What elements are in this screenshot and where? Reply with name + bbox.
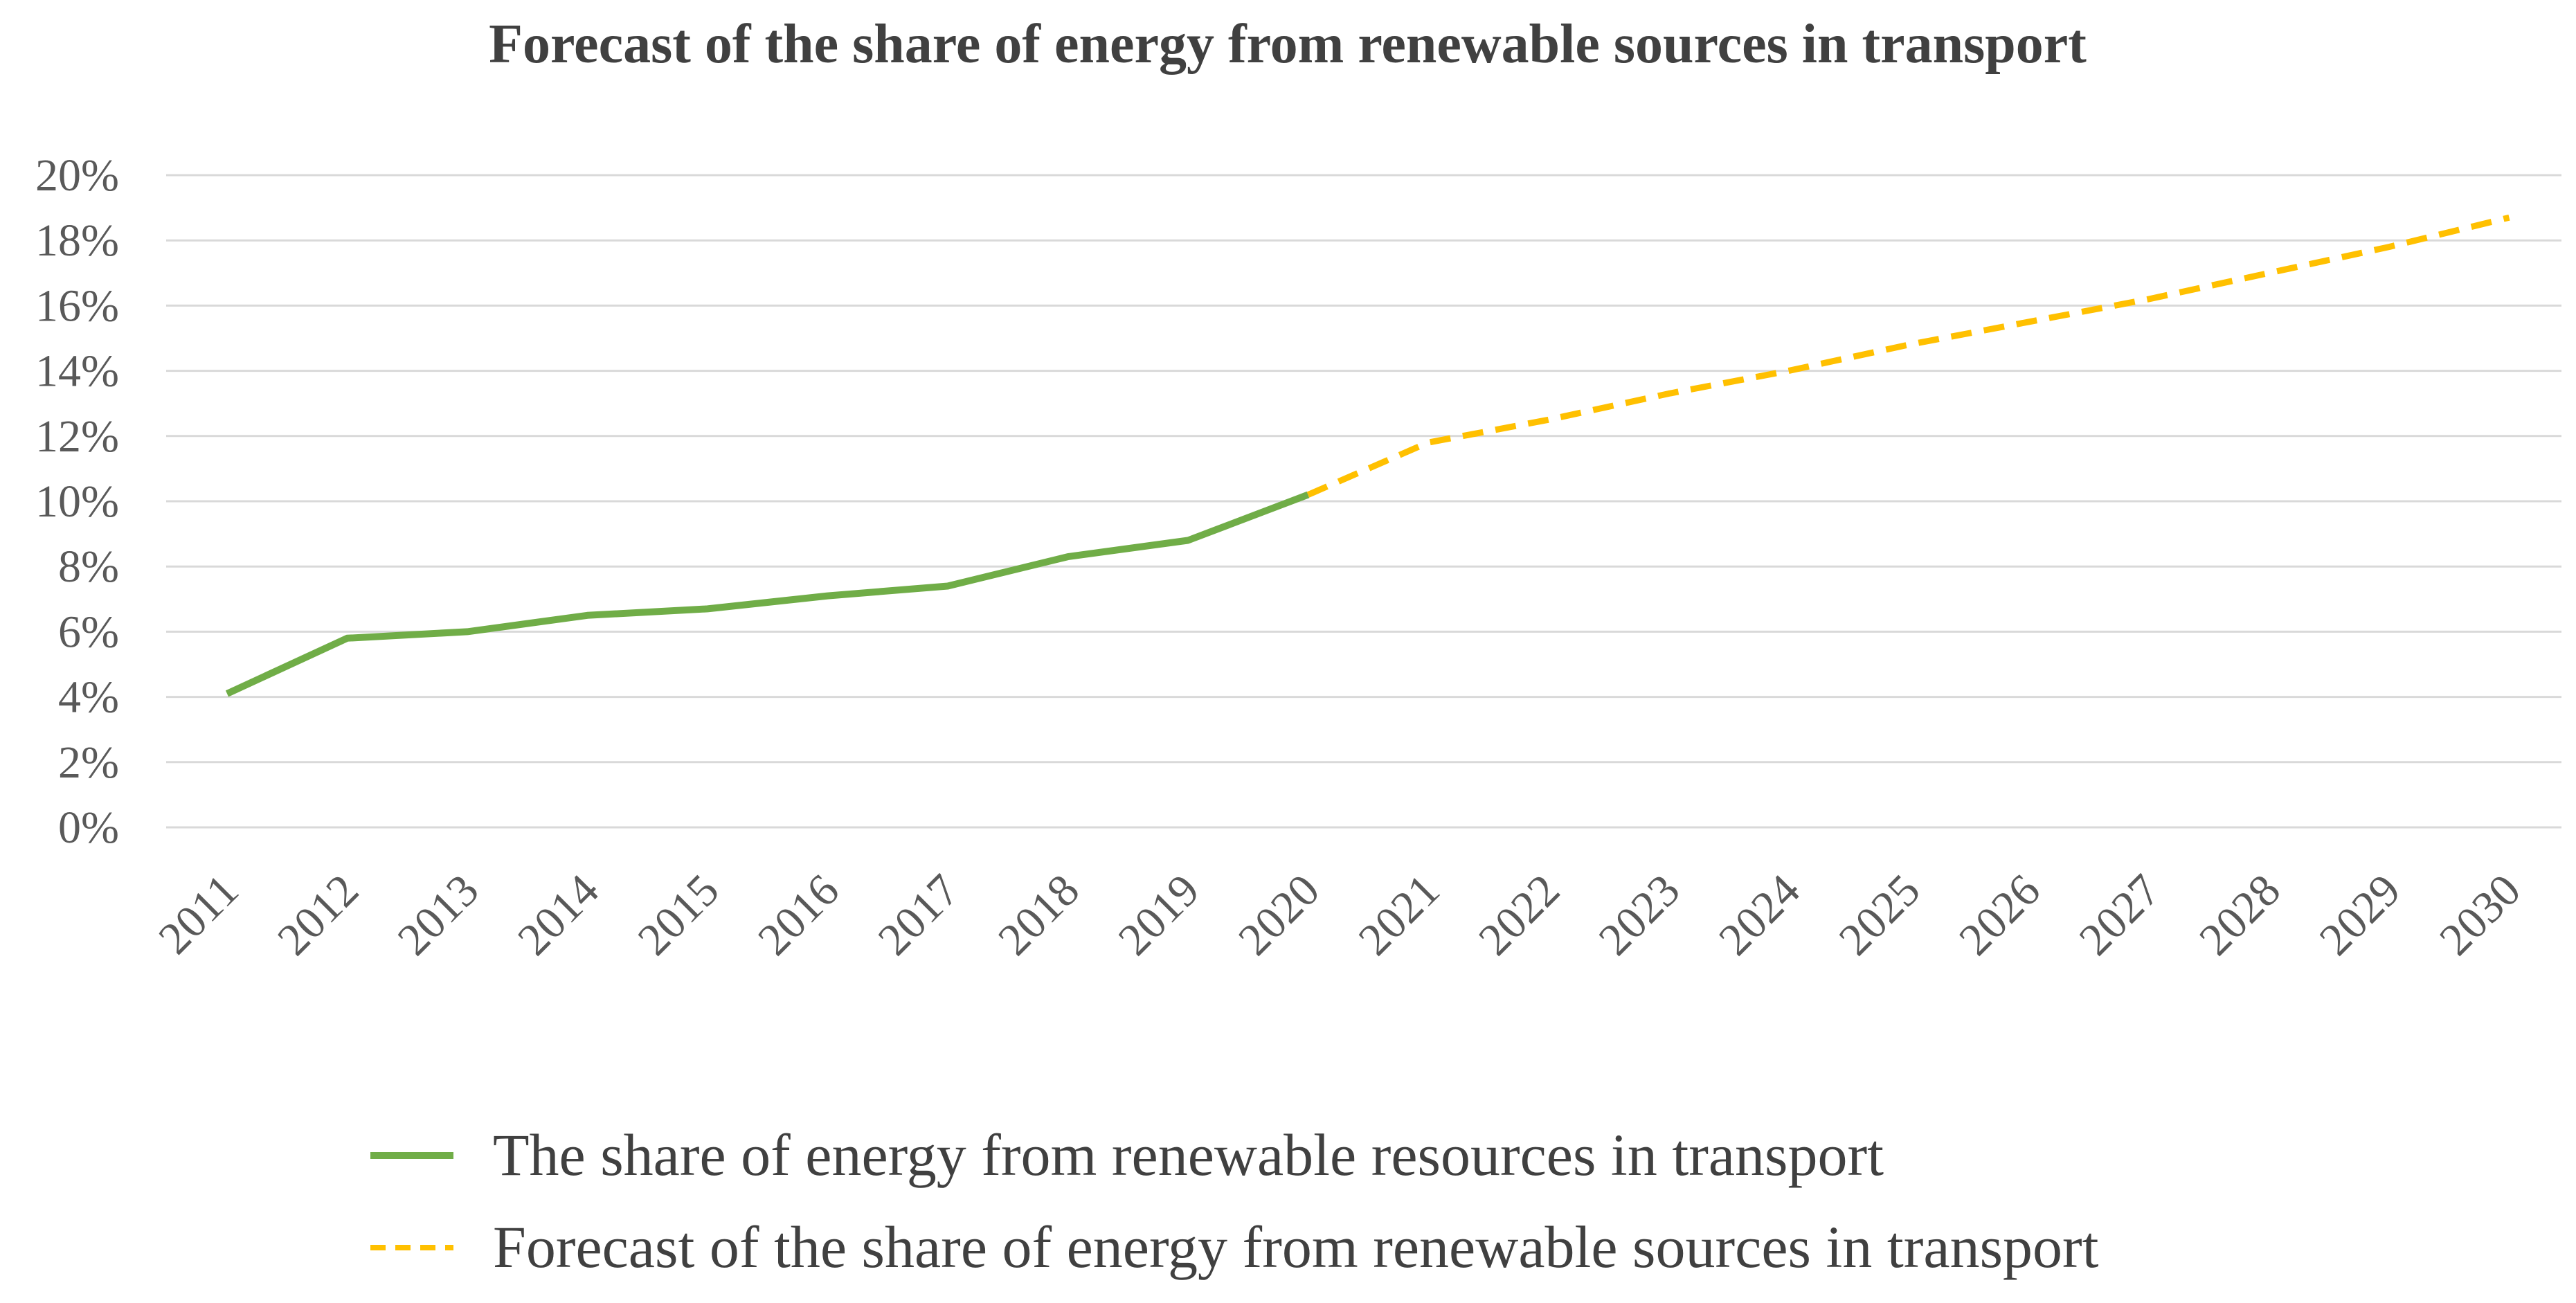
y-tick-label: 8% (58, 541, 119, 592)
y-tick-label: 12% (35, 411, 119, 462)
x-tick-label: 2014 (508, 865, 609, 965)
x-tick-label: 2026 (1949, 865, 2050, 965)
x-tick-label: 2019 (1109, 865, 1209, 965)
y-tick-label: 10% (35, 476, 119, 527)
x-tick-label: 2011 (149, 865, 248, 964)
y-axis-tick-labels: 0% 2% 4% 6% 8% 10% 12% 14% 16% 18% 20% (35, 150, 119, 853)
x-tick-label: 2021 (1349, 865, 1450, 965)
x-tick-label: 2022 (1469, 865, 1569, 965)
x-tick-label: 2023 (1589, 865, 1690, 965)
y-tick-label: 16% (35, 280, 119, 331)
actual-series-line (225, 491, 1310, 697)
y-tick-label: 18% (35, 215, 119, 266)
grid-lines (166, 174, 2561, 829)
legend-label: The share of energy from renewable resou… (493, 1122, 1884, 1188)
x-tick-label: 2016 (748, 865, 849, 965)
x-tick-label: 2027 (2070, 865, 2170, 965)
x-tick-label: 2025 (1830, 865, 1930, 965)
series-lines (225, 214, 2510, 697)
x-axis-tick-labels: 2011 2012 2013 2014 2015 2016 2017 2018 2019 2020… (149, 865, 2530, 965)
chart-title: Forecast of the share of energy from ren… (489, 14, 2087, 75)
x-tick-label: 2029 (2310, 865, 2411, 965)
x-tick-label: 2017 (869, 865, 969, 965)
y-tick-label: 14% (35, 346, 119, 397)
y-tick-label: 6% (58, 606, 119, 657)
x-tick-label: 2018 (989, 865, 1089, 965)
y-tick-label: 0% (58, 802, 119, 853)
x-tick-label: 2020 (1229, 865, 1329, 965)
x-tick-label: 2024 (1709, 865, 1810, 965)
x-tick-label: 2013 (388, 865, 489, 965)
y-tick-label: 2% (58, 737, 119, 788)
forecast-series-line (1306, 214, 2510, 498)
legend: The share of energy from renewable resou… (370, 1122, 2099, 1280)
x-tick-label: 2012 (268, 865, 368, 965)
y-tick-label: 20% (35, 150, 119, 201)
x-tick-label: 2030 (2430, 865, 2530, 965)
legend-label: Forecast of the share of energy from ren… (493, 1214, 2099, 1280)
y-tick-label: 4% (58, 672, 119, 723)
x-tick-label: 2015 (629, 865, 729, 965)
x-tick-label: 2028 (2190, 865, 2290, 965)
